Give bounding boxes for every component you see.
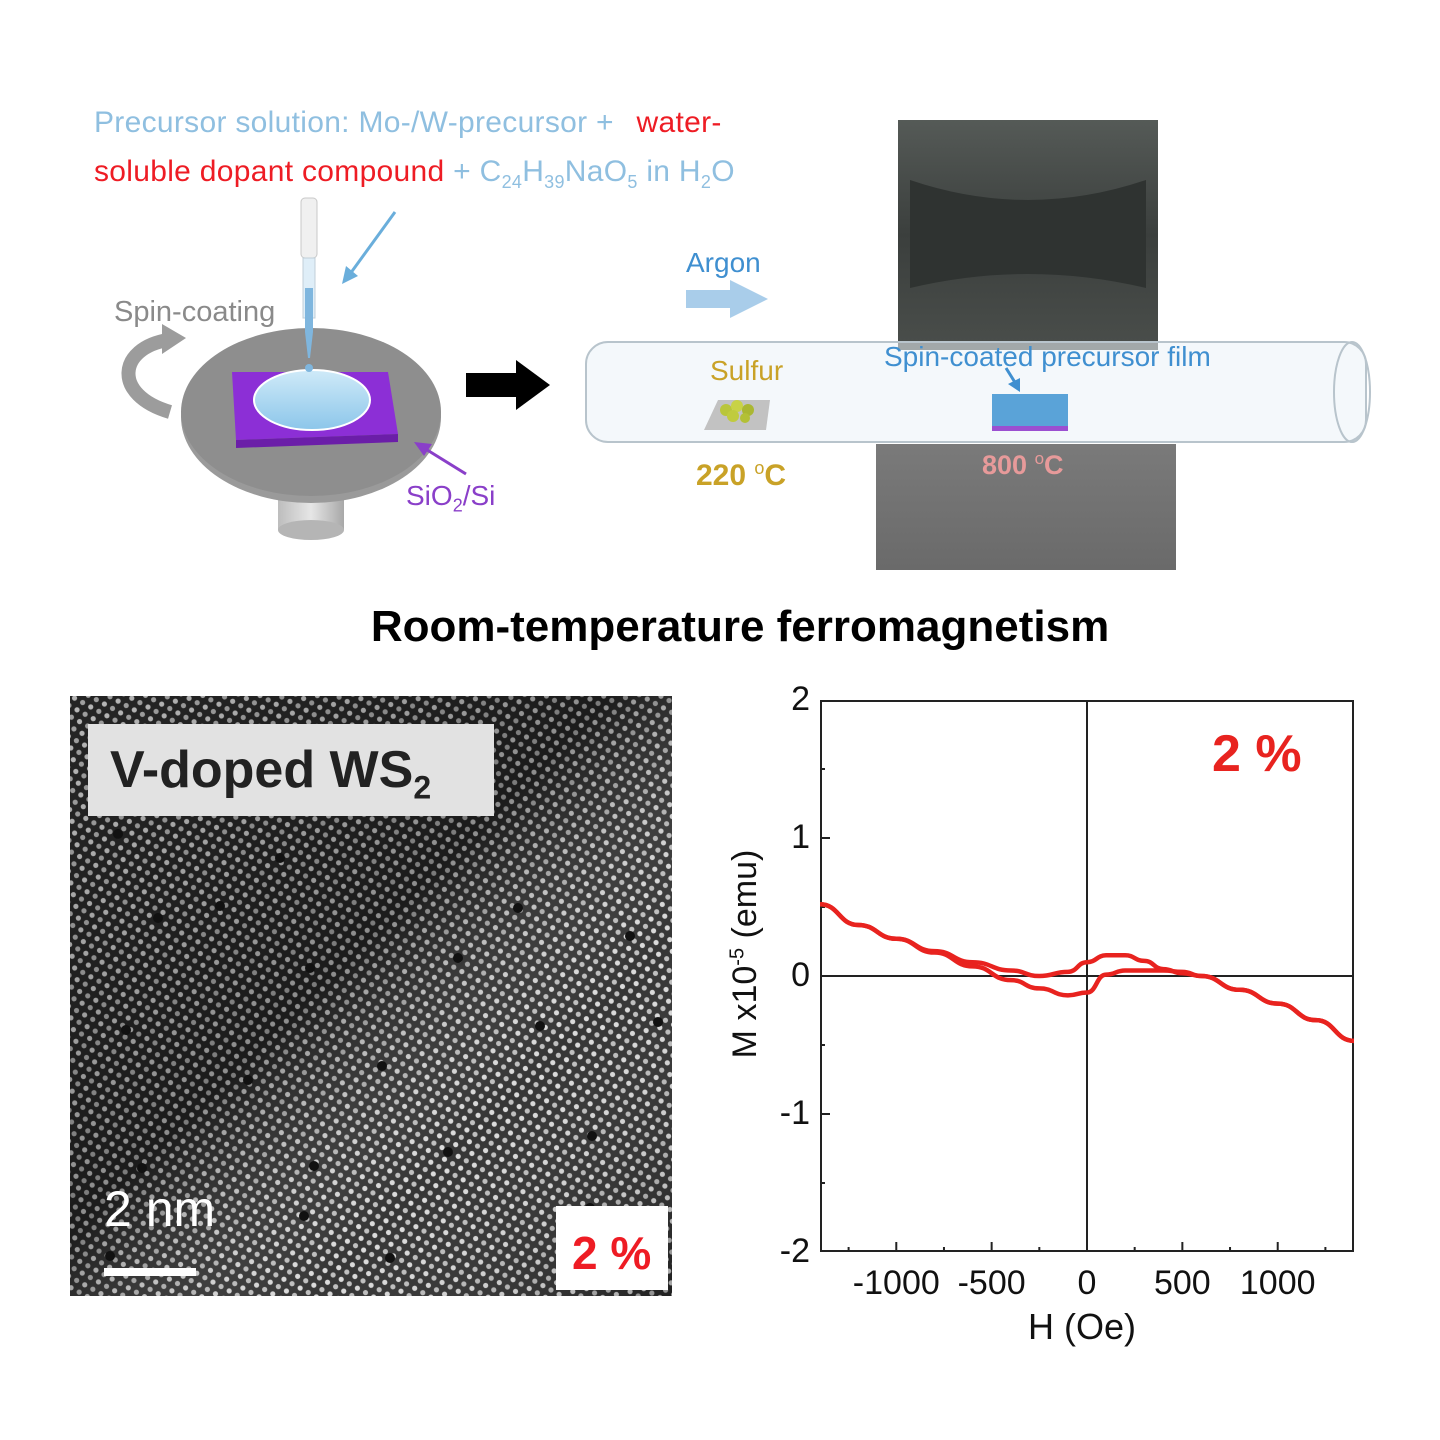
y-tick-label: -1 xyxy=(779,1094,810,1132)
y-label-unit: (emu) xyxy=(726,849,764,948)
formula-o: O xyxy=(711,155,735,188)
chart-tick-marks xyxy=(820,700,1327,1252)
chart-axes-lines xyxy=(820,700,1354,1252)
solution-pointer-head xyxy=(342,266,358,284)
pipette-liquid xyxy=(305,288,313,332)
formula-sub-39: 39 xyxy=(544,172,565,192)
formula-sub-5: 5 xyxy=(627,172,638,192)
y-tick-label: 1 xyxy=(791,818,810,856)
sulfur-label: Sulfur xyxy=(710,355,784,386)
scale-bar xyxy=(104,1268,196,1276)
formula-sub-24: 24 xyxy=(501,172,523,192)
falling-drop xyxy=(305,364,313,372)
chart-annotation: 2 % xyxy=(1212,725,1302,783)
film-temperature: 800 oC xyxy=(982,449,1064,481)
mh-loop-branch-2 xyxy=(820,901,1354,1044)
x-tick-label: 0 xyxy=(1077,1264,1097,1302)
precursor-film-sample xyxy=(992,394,1068,426)
stem-percent-label: 2 % xyxy=(572,1227,652,1279)
film-degree: o xyxy=(1034,449,1045,468)
sulfur-temp-unit: C xyxy=(764,459,787,492)
formula-in-h: in H xyxy=(637,155,701,188)
formula-c: + C xyxy=(444,155,502,188)
precursor-text-blue: Precursor solution: Mo-/W-precursor + xyxy=(94,106,614,139)
x-tick-label: -500 xyxy=(957,1264,1026,1302)
film-temp-unit: C xyxy=(1044,450,1064,480)
stem-label-box xyxy=(88,724,494,816)
precursor-droplet xyxy=(253,369,371,431)
process-arrow-icon xyxy=(466,360,550,410)
film-temp-value: 800 xyxy=(982,450,1035,480)
x-tick-label: -1000 xyxy=(852,1264,940,1302)
x-tick-label: 1000 xyxy=(1239,1264,1316,1302)
pipette-tip xyxy=(305,332,313,358)
furnace-lower xyxy=(876,444,1176,570)
dopant-compound-text: soluble dopant compound xyxy=(94,155,445,188)
sulfur-grain xyxy=(731,400,743,412)
pipette-body xyxy=(300,197,318,259)
rotation-arrow xyxy=(121,333,173,419)
quartz-tube-end xyxy=(1333,341,1371,443)
scale-bar-label: 2 nm xyxy=(104,1181,216,1237)
stem-label-sub: 2 xyxy=(413,769,432,806)
film-label: Spin-coated precursor film xyxy=(884,341,1211,372)
sulfur-grain xyxy=(727,410,739,422)
quartz-tube xyxy=(585,341,1367,443)
y-tick-label: 0 xyxy=(791,956,810,994)
solution-pointer-line xyxy=(348,211,397,275)
x-tick-label: 500 xyxy=(1153,1264,1211,1302)
substrate-text-sub: 2 xyxy=(452,495,463,516)
furnace-illustration xyxy=(585,120,1371,570)
sulfur-degree: o xyxy=(754,458,765,478)
substrate-edge xyxy=(236,434,398,448)
substrate-text-a: SiO xyxy=(406,480,453,511)
chart-series-lines xyxy=(820,901,1354,1044)
y-tick-label: 2 xyxy=(791,680,810,718)
figure-title: Room-temperature ferromagnetism xyxy=(370,602,1110,651)
substrate-text-b: /Si xyxy=(462,480,496,511)
precursor-line-1: Precursor solution: Mo-/W-precursor + wa… xyxy=(94,106,722,140)
stem-label-text: V-doped WS xyxy=(110,741,414,799)
film-pointer-head xyxy=(1008,378,1020,392)
argon-arrow-head xyxy=(730,280,768,318)
x-axis-label: H (Oe) xyxy=(1028,1306,1136,1347)
substrate-label: SiO2/Si xyxy=(406,480,495,517)
spin-coater-illustration xyxy=(121,197,467,540)
precursor-text-red: water- xyxy=(636,106,722,139)
spin-coating-label: Spin-coating xyxy=(114,296,276,328)
sulfur-temp-value: 220 xyxy=(696,459,755,492)
argon-arrow-body xyxy=(686,290,732,308)
pedestal-base xyxy=(278,520,344,540)
y-axis-label: M x10-5 (emu) xyxy=(726,754,770,1154)
formula-h: H xyxy=(522,155,545,188)
y-label-exponent: -5 xyxy=(726,947,749,966)
y-label-text: M x10 xyxy=(726,965,764,1059)
stem-image xyxy=(70,696,672,1296)
rotation-arrow-head xyxy=(162,324,186,354)
y-tick-label: -2 xyxy=(779,1232,810,1270)
argon-label: Argon xyxy=(686,247,761,278)
film-substrate xyxy=(992,426,1068,431)
substrate-pointer-head xyxy=(414,442,432,456)
mh-chart xyxy=(820,700,1354,1252)
precursor-line-2: soluble dopant compound + C24H39NaO5 in … xyxy=(94,155,735,193)
formula-sub-2: 2 xyxy=(700,172,712,192)
dopant-sites xyxy=(105,829,663,1263)
formula-nao: NaO xyxy=(564,155,628,188)
sulfur-temperature: 220 oC xyxy=(696,458,786,493)
furnace-upper-cavity xyxy=(910,180,1146,288)
substrate-pointer-line xyxy=(423,446,467,476)
stem-percent-box xyxy=(556,1206,668,1290)
stem-sample-label: V-doped WS2 xyxy=(110,740,431,806)
sulfur-grain xyxy=(740,413,750,423)
